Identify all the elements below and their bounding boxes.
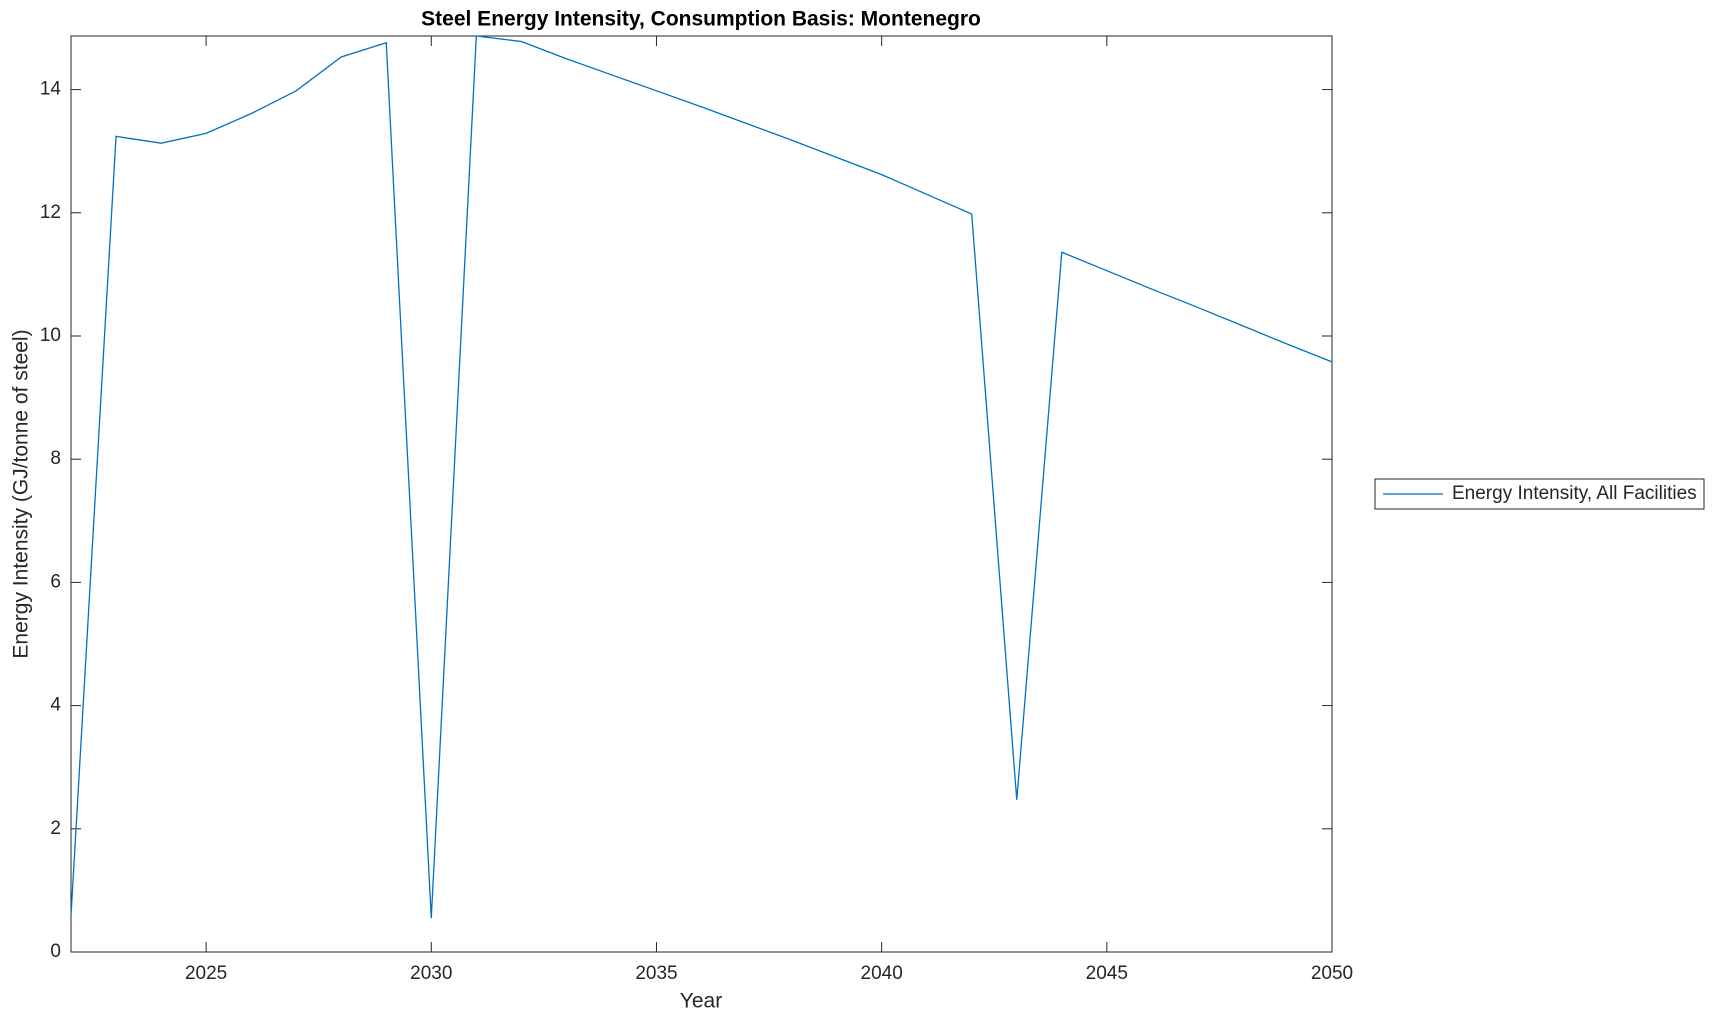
x-tick-label: 2035 <box>635 963 677 984</box>
x-tick-label: 2030 <box>410 963 452 984</box>
chart-title: Steel Energy Intensity, Consumption Basi… <box>421 8 981 31</box>
data-line <box>70 35 1333 919</box>
x-axis-label: Year <box>680 990 722 1013</box>
y-tick-label: 14 <box>40 79 62 100</box>
y-tick-label: 0 <box>50 941 61 962</box>
y-tick-label: 10 <box>40 325 61 346</box>
plot-area <box>70 35 1333 953</box>
x-tick-label: 2045 <box>1086 963 1128 984</box>
x-tick-label: 2050 <box>1311 963 1353 984</box>
x-tick-label: 2040 <box>861 963 903 984</box>
y-axis-label: Energy Intensity (GJ/tonne of steel) <box>10 329 33 658</box>
legend-label: Energy Intensity, All Facilities <box>1452 483 1697 504</box>
y-tick-label: 2 <box>50 818 61 839</box>
y-tick-label: 6 <box>50 571 61 592</box>
y-tick-label: 12 <box>40 202 61 223</box>
y-tick-label: 4 <box>50 695 61 716</box>
x-tick-label: 2025 <box>185 963 227 984</box>
y-tick-label: 8 <box>50 448 61 469</box>
